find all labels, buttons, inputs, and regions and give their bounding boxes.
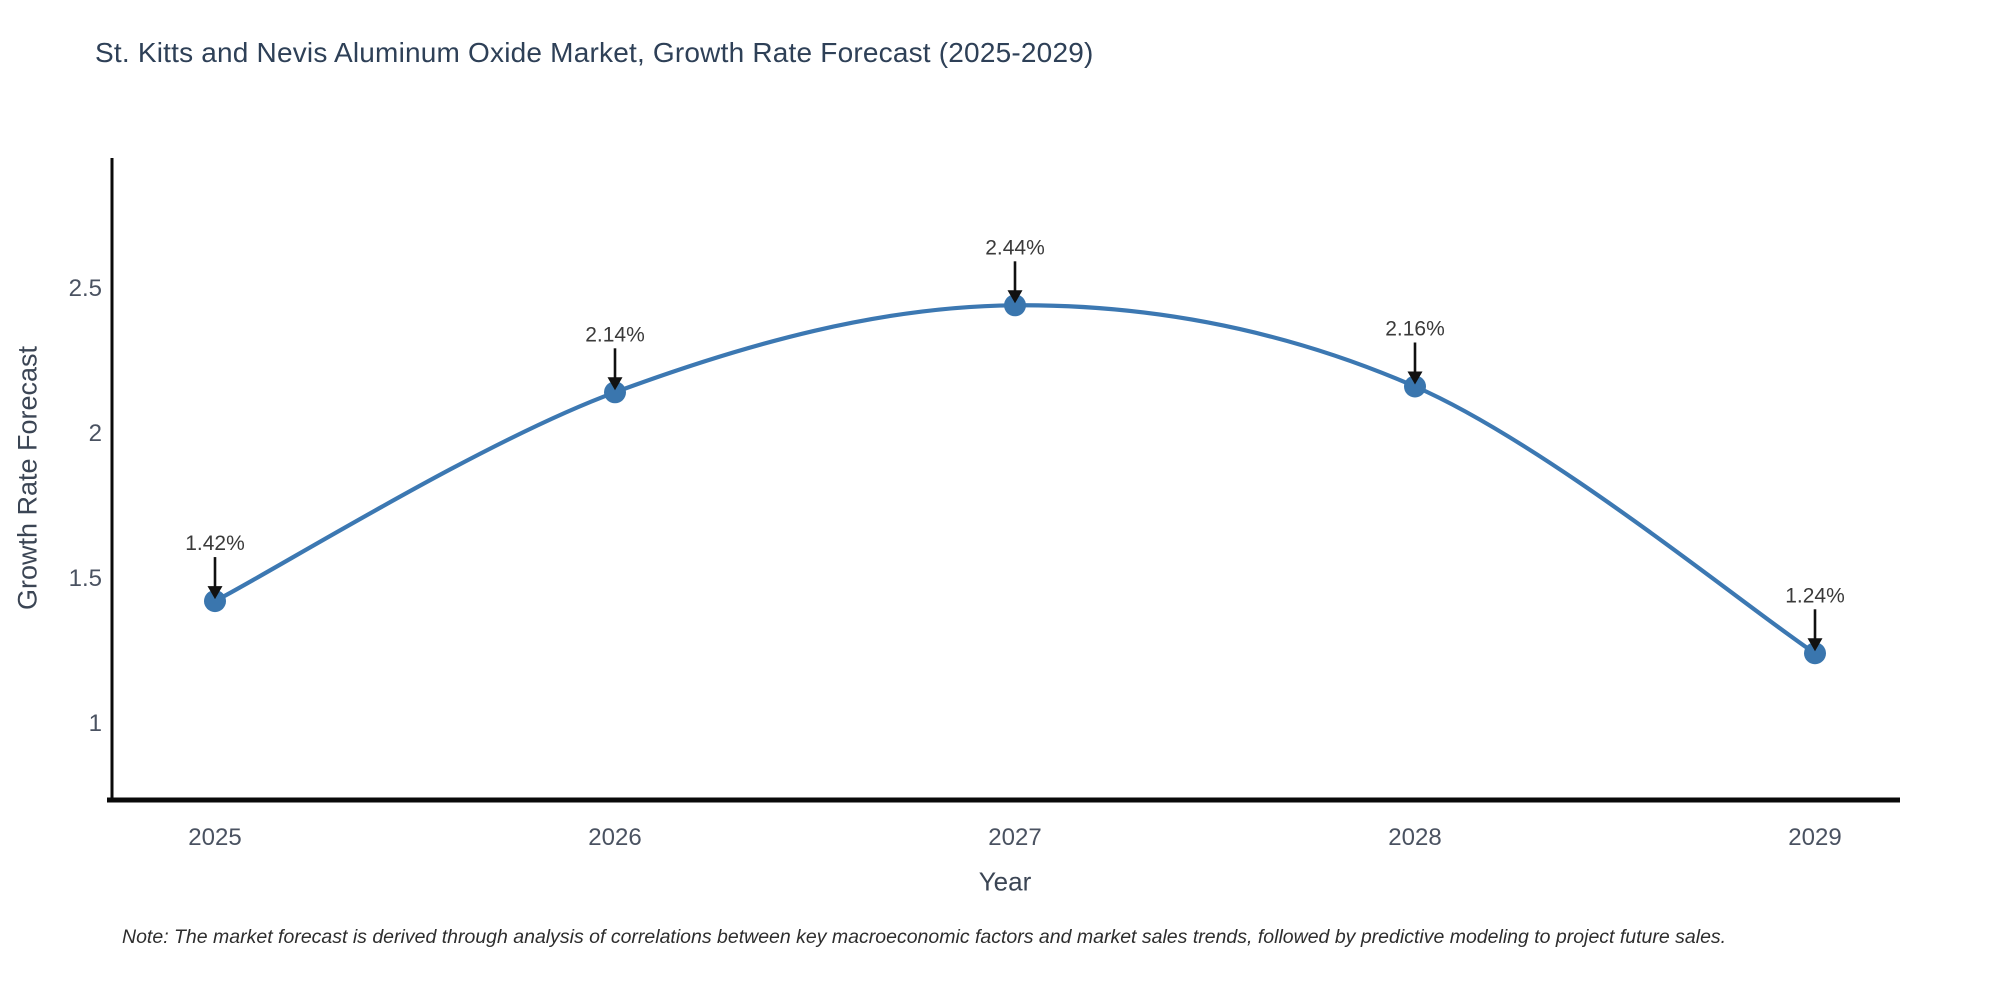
x-tick-label: 2028 [1388,824,1441,851]
chart-title: St. Kitts and Nevis Aluminum Oxide Marke… [95,37,1094,68]
data-point-label: 1.42% [185,532,245,555]
annotation-arrow-head [607,377,623,391]
chart-footnote: Note: The market forecast is derived thr… [122,926,1727,948]
annotation-arrow-head [1007,290,1023,304]
data-point-label: 2.14% [585,323,645,346]
data-point-marker [604,381,626,404]
annotation-arrow-head [1807,638,1823,652]
y-tick-label: 2 [89,420,102,447]
x-axis-title: Year [978,866,1032,897]
x-tick-label: 2026 [588,824,641,851]
data-point-marker [1004,294,1026,317]
y-tick-label: 1.5 [69,565,102,592]
x-tick-label: 2029 [1788,824,1841,851]
x-tick-label: 2027 [988,824,1041,851]
annotation-arrow-head [1407,371,1423,385]
data-point-label: 2.16% [1385,317,1445,340]
x-tick-label: 2025 [188,824,241,851]
data-point-label: 2.44% [985,236,1045,259]
forecast-line [212,303,1818,656]
y-tick-label: 1 [89,710,102,737]
y-tick-label: 2.5 [69,275,102,302]
data-point-label: 1.24% [1785,584,1845,607]
data-point-marker [1404,375,1426,398]
annotation-arrow-head [207,586,223,600]
data-point-marker [204,590,226,613]
data-point-marker [1804,642,1826,665]
